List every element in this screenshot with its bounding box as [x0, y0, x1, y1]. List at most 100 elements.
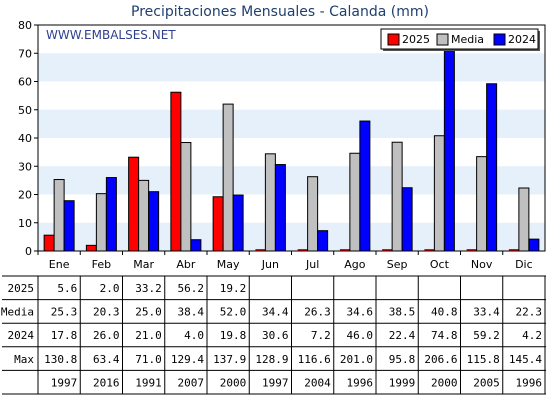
bar-2025-empty	[508, 249, 519, 251]
table-cell: 130.8	[44, 353, 77, 366]
y-tick-label: 80	[18, 19, 32, 32]
bar-2025-empty	[297, 249, 308, 251]
bar-2024	[359, 120, 371, 252]
y-tick-label: 10	[18, 217, 32, 230]
table-cell: 46.0	[347, 329, 374, 342]
legend-swatch	[436, 33, 449, 46]
bar-2024	[232, 194, 244, 252]
bar-2024	[443, 39, 455, 252]
x-tick-label: Mar	[133, 258, 154, 271]
table-cell: 1991	[135, 376, 162, 389]
table-cell: 25.0	[135, 306, 162, 319]
table-cell: 56.2	[178, 282, 205, 295]
table-cell: 5.6	[57, 282, 77, 295]
table-cell: 95.8	[389, 353, 416, 366]
table-cell: 4.2	[522, 329, 542, 342]
x-tick-label: Jul	[305, 258, 319, 271]
table-cell: 4.0	[184, 329, 204, 342]
grid-band	[38, 222, 545, 251]
table-row-label: Media	[1, 306, 34, 319]
table-cell: 20.3	[93, 306, 120, 319]
table-cell: 25.3	[51, 306, 78, 319]
legend-swatch	[387, 33, 400, 46]
bar-2024	[148, 191, 160, 252]
bar-2024	[190, 239, 202, 252]
table-row-label: 2025	[8, 282, 35, 295]
x-tick-label: Oct	[430, 258, 450, 271]
table-cell: 59.2	[473, 329, 500, 342]
table-cell: 2000	[431, 376, 458, 389]
bar-media	[180, 142, 192, 252]
bar-2025-empty	[382, 249, 393, 251]
table-cell: 2000	[220, 376, 247, 389]
bar-media	[518, 187, 530, 252]
x-tick-label: May	[217, 258, 240, 271]
x-tick-label: Sep	[387, 258, 408, 271]
table-cell: 7.2	[311, 329, 331, 342]
grid-band	[38, 166, 545, 195]
x-tick-label: Abr	[176, 258, 196, 271]
table-cell: 33.4	[473, 306, 500, 319]
table-cell: 2005	[473, 376, 500, 389]
bar-2025-empty	[255, 249, 266, 251]
legend-swatch	[493, 33, 506, 46]
x-tick-label: Feb	[92, 258, 111, 271]
table-cell: 1999	[389, 376, 416, 389]
bar-2024	[401, 187, 413, 252]
bar-2024	[528, 238, 540, 252]
y-tick-label: 30	[18, 160, 32, 173]
table-cell: 116.6	[298, 353, 331, 366]
table-cell: 30.6	[262, 329, 289, 342]
grid-band	[38, 53, 545, 82]
table-cell: 22.3	[516, 306, 543, 319]
table-cell: 129.4	[171, 353, 204, 366]
bar-2025-empty	[339, 249, 350, 251]
legend-label: 2024	[508, 33, 536, 46]
table-cell: 26.3	[304, 306, 331, 319]
bar-media	[391, 141, 403, 252]
bar-media	[307, 176, 319, 252]
bar-2025	[43, 234, 55, 252]
watermark: WWW.EMBALSES.NET	[46, 28, 176, 42]
bar-2024	[317, 230, 329, 252]
x-tick-label: Nov	[471, 258, 493, 271]
bar-media	[95, 193, 107, 252]
table-cell: 137.9	[213, 353, 246, 366]
table-row-label: 2024	[8, 329, 35, 342]
table-cell: 19.8	[220, 329, 247, 342]
table-cell: 1996	[347, 376, 374, 389]
x-tick-label: Ago	[344, 258, 366, 271]
y-tick-label: 40	[18, 132, 32, 145]
bar-2025	[170, 91, 182, 252]
table-cell: 26.0	[93, 329, 120, 342]
bar-media	[264, 153, 276, 252]
table-cell: 128.9	[255, 353, 288, 366]
table-cell: 1996	[516, 376, 543, 389]
bar-2025-empty	[466, 249, 477, 251]
x-tick-label: Ene	[49, 258, 70, 271]
bar-2024	[105, 177, 117, 252]
table-cell: 22.4	[389, 329, 416, 342]
x-tick-label: Dic	[515, 258, 533, 271]
table-cell: 2007	[178, 376, 205, 389]
table-cell: 1997	[262, 376, 289, 389]
table-cell: 40.8	[431, 306, 458, 319]
bar-2024	[274, 164, 286, 252]
bar-2025	[85, 244, 97, 252]
table-cell: 2016	[93, 376, 120, 389]
bar-media	[53, 179, 65, 252]
table-cell: 38.4	[178, 306, 205, 319]
bar-2025	[128, 156, 140, 252]
table-cell: 17.8	[51, 329, 78, 342]
table-cell: 34.4	[262, 306, 289, 319]
bar-2025	[212, 196, 224, 252]
legend-label: 2025	[402, 33, 430, 46]
table-cell: 2.0	[100, 282, 120, 295]
bar-media	[476, 156, 488, 252]
y-tick-label: 70	[18, 47, 32, 60]
bar-media	[138, 179, 150, 252]
grid-band	[38, 109, 545, 138]
table-cell: 21.0	[135, 329, 162, 342]
table-cell: 63.4	[93, 353, 120, 366]
